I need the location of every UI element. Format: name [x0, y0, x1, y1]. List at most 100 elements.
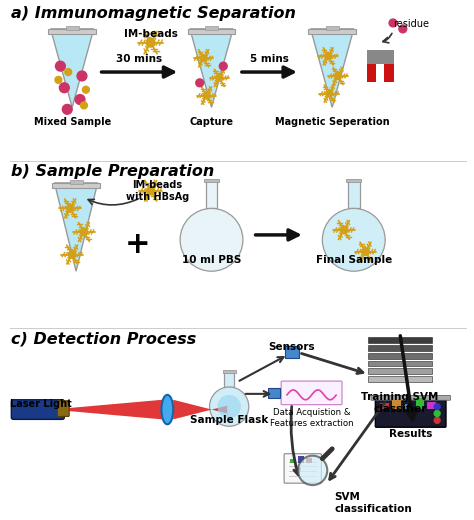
Text: Laser Light: Laser Light: [10, 399, 72, 409]
Circle shape: [146, 38, 155, 47]
Circle shape: [55, 76, 62, 83]
Circle shape: [340, 226, 348, 234]
Text: Magnetic Seperation: Magnetic Seperation: [275, 117, 390, 127]
Circle shape: [55, 61, 65, 71]
Circle shape: [77, 71, 87, 81]
Circle shape: [203, 92, 210, 99]
Bar: [309, 29, 356, 34]
Circle shape: [389, 19, 397, 27]
Circle shape: [210, 387, 249, 426]
Text: Results: Results: [389, 429, 432, 439]
Bar: [348, 181, 360, 209]
Text: b) Sample Preparation: b) Sample Preparation: [11, 164, 215, 179]
Text: SVM
classification: SVM classification: [334, 492, 412, 514]
Text: +: +: [125, 230, 151, 259]
Bar: [290, 459, 296, 463]
Text: a) Immunomagnetic Separation: a) Immunomagnetic Separation: [11, 6, 296, 21]
Circle shape: [399, 25, 407, 33]
Circle shape: [434, 404, 440, 410]
Circle shape: [68, 251, 76, 258]
Text: Sample Flask: Sample Flask: [190, 415, 268, 425]
Polygon shape: [68, 400, 163, 419]
Circle shape: [82, 86, 89, 93]
Bar: [368, 368, 432, 374]
Circle shape: [63, 105, 72, 114]
Text: Sensors: Sensors: [269, 342, 315, 352]
Bar: [380, 402, 389, 409]
Bar: [223, 370, 236, 373]
Bar: [188, 29, 235, 34]
Text: IM-beads: IM-beads: [124, 29, 178, 39]
Bar: [205, 26, 218, 30]
Ellipse shape: [162, 395, 173, 424]
Text: Mixed Sample: Mixed Sample: [34, 117, 111, 127]
Bar: [384, 60, 394, 82]
Circle shape: [146, 187, 155, 195]
FancyBboxPatch shape: [371, 395, 450, 400]
Bar: [366, 50, 394, 63]
Bar: [306, 458, 311, 463]
Circle shape: [196, 79, 204, 87]
Text: c) Detection Process: c) Detection Process: [11, 331, 197, 346]
Circle shape: [325, 53, 332, 60]
Circle shape: [75, 95, 85, 105]
Bar: [206, 181, 218, 209]
Bar: [224, 372, 234, 387]
Circle shape: [66, 205, 74, 212]
Circle shape: [216, 74, 223, 81]
Bar: [416, 398, 424, 409]
Bar: [404, 404, 413, 409]
Circle shape: [434, 411, 440, 417]
Polygon shape: [51, 29, 94, 107]
Text: Training SVM
classifier: Training SVM classifier: [361, 392, 438, 414]
Circle shape: [200, 55, 207, 62]
Bar: [392, 400, 401, 409]
Bar: [48, 29, 96, 34]
FancyBboxPatch shape: [284, 454, 321, 483]
FancyBboxPatch shape: [57, 401, 69, 417]
Bar: [366, 60, 376, 82]
Text: 10 ml PBS: 10 ml PBS: [182, 254, 241, 265]
Text: Final Sample: Final Sample: [316, 254, 392, 265]
Bar: [70, 180, 82, 184]
Bar: [346, 179, 361, 182]
Bar: [368, 360, 432, 367]
Bar: [428, 402, 436, 409]
Circle shape: [180, 209, 243, 271]
FancyBboxPatch shape: [281, 381, 342, 405]
Bar: [368, 345, 432, 350]
Bar: [368, 376, 432, 382]
Polygon shape: [310, 29, 354, 107]
Text: Capture: Capture: [190, 117, 234, 127]
Bar: [298, 456, 304, 463]
Circle shape: [65, 69, 72, 75]
Text: 30 mins: 30 mins: [116, 54, 162, 64]
Bar: [66, 26, 79, 30]
FancyBboxPatch shape: [375, 398, 446, 427]
Circle shape: [322, 209, 385, 271]
Polygon shape: [268, 388, 280, 398]
FancyBboxPatch shape: [11, 400, 64, 419]
Circle shape: [219, 62, 227, 70]
Polygon shape: [55, 183, 98, 271]
Circle shape: [434, 418, 440, 423]
Circle shape: [298, 456, 327, 485]
Bar: [204, 179, 219, 182]
Bar: [368, 337, 432, 343]
Circle shape: [362, 248, 369, 255]
Circle shape: [80, 228, 88, 236]
Text: IM-beads
with HBsAg: IM-beads with HBsAg: [126, 180, 189, 202]
Circle shape: [218, 395, 241, 419]
Text: 5 mins: 5 mins: [250, 54, 289, 64]
Bar: [52, 183, 100, 188]
Text: Data Acquistion &
Features extraction: Data Acquistion & Features extraction: [270, 408, 354, 428]
Circle shape: [59, 83, 69, 93]
Bar: [368, 353, 432, 359]
Circle shape: [81, 102, 87, 109]
Text: residue: residue: [393, 19, 429, 29]
Polygon shape: [190, 29, 233, 107]
Polygon shape: [285, 346, 299, 358]
Polygon shape: [173, 400, 227, 419]
Bar: [326, 26, 338, 30]
Circle shape: [326, 90, 333, 97]
